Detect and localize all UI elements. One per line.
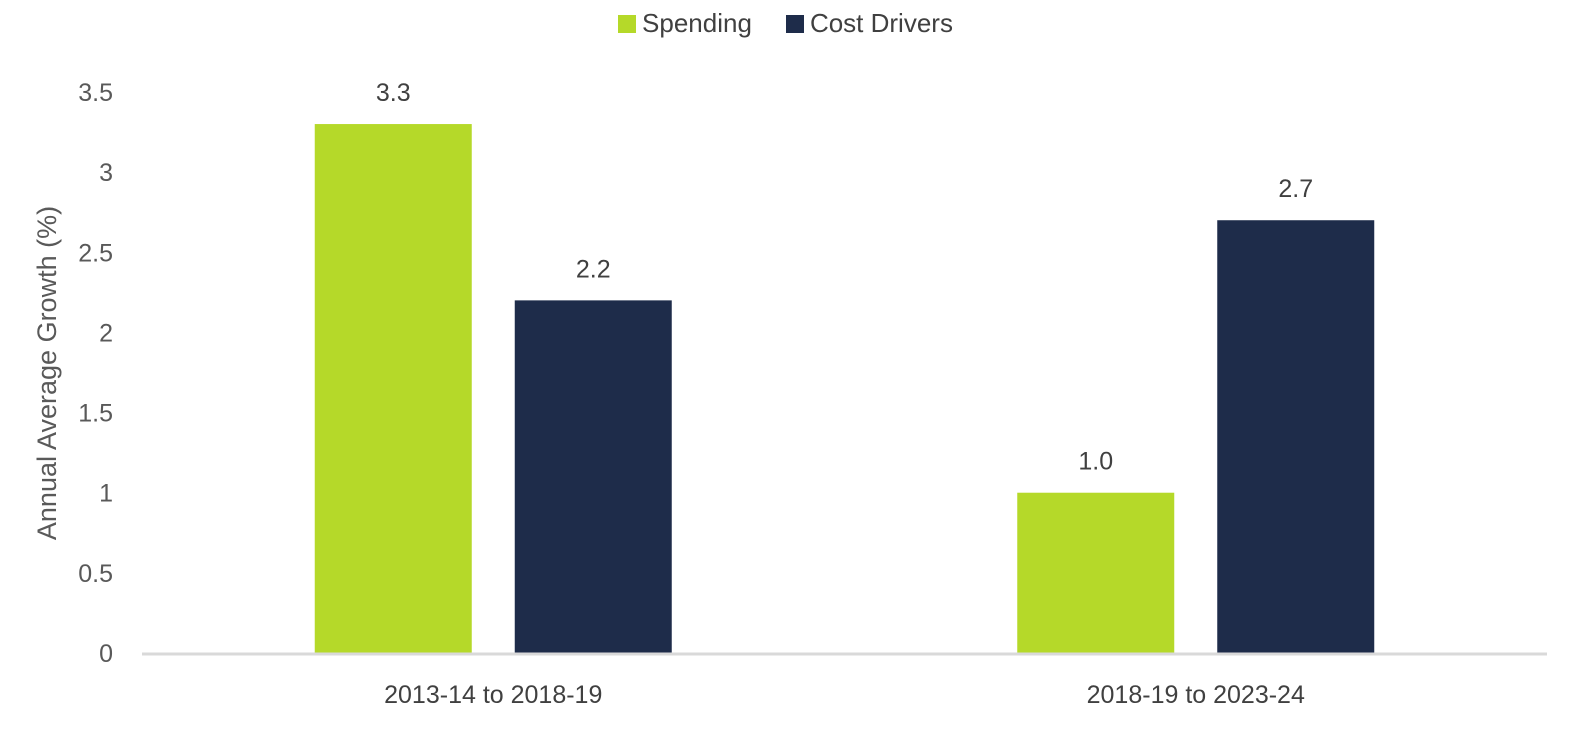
y-tick-label: 1 <box>99 480 113 508</box>
y-tick-label: 3 <box>99 159 113 187</box>
y-tick-label: 3.5 <box>78 79 113 107</box>
legend-item-cost-drivers[interactable]: Cost Drivers <box>785 8 953 39</box>
y-tick-label: 1.5 <box>78 400 113 428</box>
x-tick-label: 2018-19 to 2023-24 <box>1087 681 1305 709</box>
y-axis-ticks: 0 0.5 1 1.5 2 2.5 3 3.5 <box>78 79 113 668</box>
legend-label-cost-drivers: Cost Drivers <box>809 8 953 38</box>
data-label-spending: 1.0 <box>1078 448 1113 476</box>
bar-cost-drivers[interactable] <box>514 300 672 653</box>
y-tick-label: 2 <box>99 319 113 347</box>
x-axis-labels: 2013-14 to 2018-19 2018-19 to 2023-24 <box>384 681 1305 709</box>
y-tick-label: 2.5 <box>78 239 113 267</box>
bar-spending[interactable] <box>314 124 472 654</box>
data-label-cost-drivers: 2.7 <box>1278 175 1313 203</box>
bars: 3.3 2.2 1.0 2.7 <box>314 79 1375 654</box>
bar-cost-drivers[interactable] <box>1217 220 1375 653</box>
y-tick-label: 0 <box>99 640 113 668</box>
x-tick-label: 2013-14 to 2018-19 <box>384 681 602 709</box>
legend-swatch-cost-drivers <box>785 14 804 33</box>
y-tick-label: 0.5 <box>78 560 113 588</box>
legend-item-spending[interactable]: Spending <box>618 8 752 39</box>
bar-spending[interactable] <box>1017 492 1175 653</box>
legend-swatch-spending <box>618 14 637 33</box>
data-label-spending: 3.3 <box>376 79 411 107</box>
legend-label-spending: Spending <box>642 8 752 38</box>
y-axis-title: Annual Average Growth (%) <box>32 206 62 540</box>
data-label-cost-drivers: 2.2 <box>576 255 611 283</box>
legend: Spending Cost Drivers <box>0 8 1571 39</box>
